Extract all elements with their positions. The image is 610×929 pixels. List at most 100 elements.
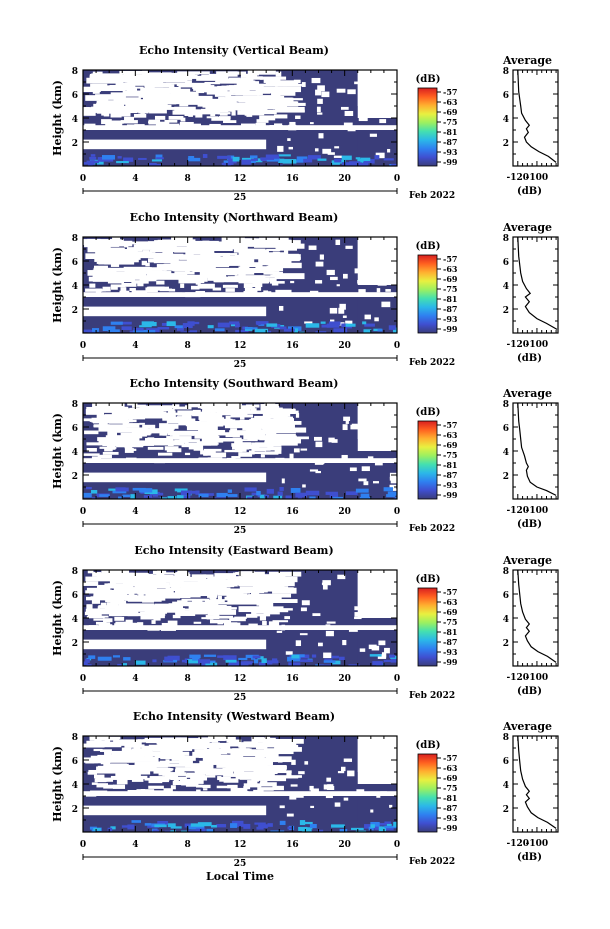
average-frame	[512, 402, 559, 500]
colorbar-tick-label: -57	[443, 254, 457, 264]
no-data-cell	[354, 268, 359, 274]
no-data-cell	[177, 600, 188, 604]
echo-cell	[373, 328, 382, 332]
colorbar-tick-label: -75	[443, 617, 457, 627]
colorbar: (dB)-57-63-69-75-81-87-93-99	[416, 574, 458, 667]
no-data-cell	[226, 619, 232, 625]
no-data-cell	[149, 83, 172, 87]
echo-cell	[232, 820, 244, 825]
no-data-cell	[193, 621, 202, 624]
no-data-cell	[375, 152, 385, 159]
no-data-cell	[288, 146, 293, 150]
no-data-cell	[197, 283, 215, 289]
no-data-cell	[254, 242, 279, 248]
no-data-band	[83, 791, 397, 796]
no-data-cell	[273, 114, 288, 119]
no-data-cell	[266, 423, 295, 430]
no-data-cell	[192, 751, 212, 758]
no-data-cell	[343, 758, 353, 762]
echo-cell	[279, 487, 284, 491]
no-data-cell	[149, 405, 179, 409]
no-data-cell	[267, 599, 298, 603]
echo-cell	[174, 488, 188, 492]
no-data-cell	[203, 788, 208, 791]
echo-cell	[180, 490, 192, 496]
no-data-cell	[389, 488, 397, 491]
x-tick-label: 8	[185, 507, 191, 517]
no-data-cell	[266, 265, 273, 272]
no-data-cell	[226, 739, 242, 743]
colorbar-tick-label: -75	[443, 284, 457, 294]
no-data-cell	[108, 257, 123, 262]
no-data-cell	[205, 762, 224, 765]
no-data-cell	[85, 590, 94, 594]
echo-cell	[377, 328, 383, 332]
colorbar-tick-label: -63	[443, 264, 458, 274]
no-data-cell	[225, 432, 240, 438]
no-data-cell	[244, 83, 273, 87]
no-data-cell	[144, 754, 153, 761]
no-data-cell	[289, 453, 294, 459]
echo-cell	[387, 491, 397, 496]
echo-cell	[214, 328, 225, 332]
no-data-cell	[302, 484, 306, 488]
no-data-cell	[269, 608, 293, 611]
no-data-cell	[262, 417, 271, 422]
x-tick-label: 12	[234, 341, 247, 351]
no-data-cell	[250, 408, 257, 412]
no-data-cell	[149, 275, 182, 279]
echo-cell	[223, 494, 238, 497]
no-data-cell	[134, 104, 165, 108]
no-data-cell	[379, 119, 387, 124]
colorbar-scale	[417, 254, 438, 334]
echo-cell	[115, 487, 126, 491]
no-data-cell	[229, 762, 235, 768]
average-title: Average	[502, 54, 552, 67]
no-data-cell	[181, 75, 204, 79]
colorbar-tick-label: -69	[443, 440, 458, 450]
no-data-cell	[243, 759, 265, 764]
no-data-cell	[290, 280, 295, 284]
echo-cell	[292, 160, 304, 163]
echo-cell	[203, 654, 217, 657]
no-data-cell	[228, 765, 247, 771]
echo-cell	[121, 326, 132, 331]
no-data-cell	[133, 244, 158, 250]
no-data-cell	[203, 574, 214, 579]
no-data-cell	[145, 607, 178, 613]
no-data-cell	[259, 237, 289, 243]
echo-cell	[370, 822, 380, 827]
average-profile-line	[517, 402, 557, 496]
no-data-cell	[177, 260, 196, 263]
no-data-cell	[200, 241, 230, 247]
no-data-cell	[159, 760, 185, 764]
echo-cell	[160, 497, 168, 499]
no-data-cell	[191, 779, 204, 784]
echo-cell	[139, 325, 152, 328]
no-data-cell	[137, 283, 144, 287]
avg-y-tick-label: 6	[503, 424, 509, 434]
colorbar-tick-label: -63	[443, 430, 458, 440]
no-data-cell	[159, 430, 168, 436]
colorbar-tick-label: -87	[443, 803, 457, 813]
no-data-cell	[239, 442, 252, 446]
no-data-cell	[283, 86, 287, 92]
no-data-cell	[97, 765, 118, 769]
no-data-cell	[275, 71, 282, 77]
no-data-cell	[180, 743, 212, 748]
echo-cell	[144, 321, 157, 327]
echo-cell	[258, 323, 265, 326]
no-data-cell	[206, 116, 219, 119]
no-data-cell	[145, 262, 150, 267]
no-data-cell	[179, 582, 207, 585]
no-data-cell	[235, 410, 269, 414]
no-data-cell	[120, 287, 127, 292]
echo-cell	[320, 321, 326, 324]
echo-cell	[377, 822, 387, 826]
no-data-cell	[177, 578, 209, 582]
colorbar-tick-label: -81	[443, 627, 457, 637]
no-data-cell	[285, 651, 293, 655]
no-data-cell	[208, 609, 237, 615]
x-tick-label: 0	[80, 840, 86, 850]
no-data-cell	[252, 583, 275, 588]
